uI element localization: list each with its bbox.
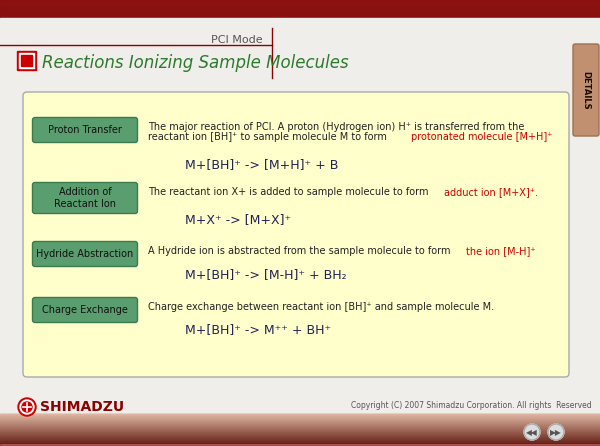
- Bar: [19, 53, 34, 68]
- Bar: [21, 55, 32, 66]
- Bar: [0, 424, 600, 425]
- Text: the ion [M-H]⁺: the ion [M-H]⁺: [466, 246, 536, 256]
- Text: M+[BH]⁺ -> M⁺⁺ + BH⁺: M+[BH]⁺ -> M⁺⁺ + BH⁺: [185, 323, 331, 336]
- Bar: [0, 16, 600, 17]
- Bar: [0, 426, 600, 427]
- Bar: [0, 443, 600, 444]
- Circle shape: [18, 398, 36, 416]
- Text: The reactant ion X+ is added to sample molecule to form: The reactant ion X+ is added to sample m…: [148, 187, 431, 197]
- Bar: [0, 435, 600, 436]
- Bar: [0, 20, 600, 21]
- Text: Reactions Ionizing Sample Molecules: Reactions Ionizing Sample Molecules: [42, 54, 349, 72]
- Bar: [0, 428, 600, 429]
- Circle shape: [22, 402, 32, 412]
- Bar: [0, 414, 600, 446]
- Bar: [0, 4, 600, 5]
- Bar: [0, 429, 600, 430]
- Bar: [0, 421, 600, 422]
- Bar: [0, 0, 600, 1]
- Bar: [0, 437, 600, 438]
- Text: adduct ion [M+X]⁺.: adduct ion [M+X]⁺.: [444, 187, 538, 197]
- Text: protonated molecule [M+H]⁺: protonated molecule [M+H]⁺: [411, 132, 553, 142]
- Text: Hydride Abstraction: Hydride Abstraction: [37, 249, 134, 259]
- Bar: [0, 14, 600, 15]
- Bar: [0, 422, 600, 423]
- Text: SHIMADZU: SHIMADZU: [40, 400, 124, 414]
- Bar: [0, 21, 600, 22]
- Bar: [0, 6, 600, 7]
- Bar: [0, 427, 600, 428]
- Bar: [0, 419, 600, 420]
- Bar: [0, 434, 600, 435]
- FancyBboxPatch shape: [32, 297, 137, 322]
- Bar: [0, 2, 600, 3]
- Text: ▶▶: ▶▶: [550, 428, 562, 437]
- Bar: [0, 431, 600, 432]
- Bar: [0, 10, 600, 11]
- Text: Charge exchange between reactant ion [BH]⁺ and sample molecule M.: Charge exchange between reactant ion [BH…: [148, 302, 494, 312]
- Bar: [0, 441, 600, 442]
- Bar: [0, 11, 600, 12]
- Bar: [0, 15, 600, 16]
- Bar: [0, 0, 600, 18]
- Bar: [0, 414, 600, 415]
- Text: M+X⁺ -> [M+X]⁺: M+X⁺ -> [M+X]⁺: [185, 213, 291, 226]
- Circle shape: [524, 424, 540, 440]
- Bar: [0, 439, 600, 440]
- Bar: [0, 1, 600, 2]
- Text: reactant ion [BH]⁺ to sample molecule M to form: reactant ion [BH]⁺ to sample molecule M …: [148, 132, 390, 142]
- Bar: [0, 384, 600, 446]
- FancyBboxPatch shape: [32, 182, 137, 214]
- Bar: [0, 416, 600, 417]
- FancyBboxPatch shape: [32, 117, 137, 143]
- Bar: [0, 18, 600, 96]
- Text: A Hydride ion is abstracted from the sample molecule to form: A Hydride ion is abstracted from the sam…: [148, 246, 454, 256]
- Bar: [0, 442, 600, 443]
- Bar: [0, 415, 600, 416]
- Bar: [0, 432, 600, 433]
- Bar: [0, 8, 600, 9]
- Bar: [0, 438, 600, 439]
- Circle shape: [548, 424, 564, 440]
- Text: Charge Exchange: Charge Exchange: [42, 305, 128, 315]
- Text: M+[BH]⁺ -> [M-H]⁺ + BH₂: M+[BH]⁺ -> [M-H]⁺ + BH₂: [185, 268, 347, 281]
- Bar: [0, 5, 600, 6]
- Bar: [0, 19, 600, 20]
- Text: Copyright (C) 2007 Shimadzu Corporation. All rights  Reserved: Copyright (C) 2007 Shimadzu Corporation.…: [352, 401, 592, 409]
- Text: M+[BH]⁺ -> [M+H]⁺ + B: M+[BH]⁺ -> [M+H]⁺ + B: [185, 158, 338, 171]
- Bar: [0, 7, 600, 8]
- Bar: [0, 13, 600, 14]
- Bar: [0, 12, 600, 13]
- FancyBboxPatch shape: [32, 241, 137, 267]
- Bar: [17, 51, 36, 70]
- Bar: [0, 425, 600, 426]
- Bar: [0, 417, 600, 418]
- Bar: [0, 18, 600, 19]
- Text: DETAILS: DETAILS: [581, 70, 590, 109]
- Text: ◀◀: ◀◀: [526, 428, 538, 437]
- Bar: [0, 17, 600, 18]
- Bar: [0, 423, 600, 424]
- Text: Addition of
Reactant Ion: Addition of Reactant Ion: [54, 187, 116, 209]
- Bar: [0, 436, 600, 437]
- Circle shape: [20, 400, 34, 414]
- Text: PCI Mode: PCI Mode: [211, 35, 263, 45]
- Bar: [0, 3, 600, 4]
- Text: Proton Transfer: Proton Transfer: [48, 125, 122, 135]
- Bar: [0, 420, 600, 421]
- Bar: [0, 440, 600, 441]
- FancyBboxPatch shape: [23, 92, 569, 377]
- FancyBboxPatch shape: [573, 44, 599, 136]
- Bar: [0, 433, 600, 434]
- Bar: [0, 418, 600, 419]
- Bar: [0, 9, 600, 10]
- Text: The major reaction of PCI. A proton (Hydrogen ion) H⁺ is transferred from the: The major reaction of PCI. A proton (Hyd…: [148, 122, 524, 132]
- Bar: [0, 430, 600, 431]
